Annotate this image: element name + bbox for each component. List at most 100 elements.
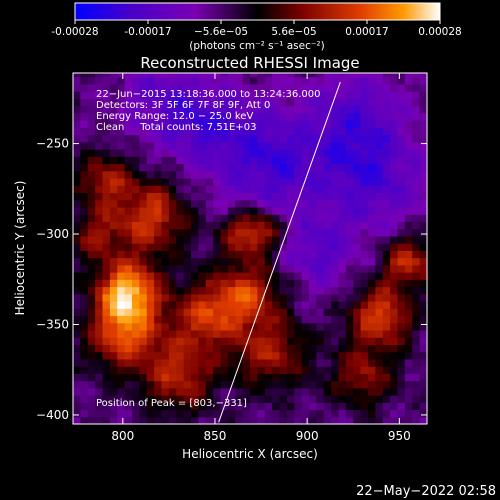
heatmap-cell bbox=[331, 315, 340, 324]
heatmap-cell bbox=[272, 366, 281, 374]
heatmap-cell bbox=[257, 127, 266, 136]
heatmap-cell bbox=[109, 127, 118, 136]
heatmap-cell bbox=[139, 272, 148, 280]
heatmap-cell bbox=[338, 235, 347, 244]
heatmap-cell bbox=[279, 279, 288, 288]
heatmap-cell bbox=[404, 300, 413, 309]
heatmap-cell bbox=[80, 192, 89, 201]
heatmap-cell bbox=[353, 293, 362, 302]
heatmap-cell bbox=[168, 112, 177, 121]
heatmap-cell bbox=[213, 402, 222, 411]
heatmap-cell bbox=[161, 127, 170, 136]
heatmap-cell bbox=[301, 127, 310, 136]
heatmap-cell bbox=[286, 156, 295, 165]
heatmap-cell bbox=[338, 112, 347, 121]
heatmap-cell bbox=[191, 91, 199, 99]
heatmap-cell bbox=[286, 416, 295, 424]
heatmap-cell bbox=[132, 98, 140, 107]
heatmap-cell bbox=[368, 170, 376, 179]
heatmap-cell bbox=[198, 141, 207, 150]
heatmap-cell bbox=[412, 308, 421, 317]
heatmap-cell bbox=[146, 264, 155, 273]
heatmap-cell bbox=[176, 134, 185, 143]
heatmap-cell bbox=[117, 329, 126, 338]
heatmap-cell bbox=[382, 192, 391, 201]
heatmap-cell bbox=[102, 402, 111, 411]
heatmap-cell bbox=[412, 358, 421, 367]
heatmap-cell bbox=[279, 134, 288, 143]
heatmap-cell bbox=[117, 272, 126, 280]
heatmap-cell bbox=[73, 358, 81, 367]
heatmap-cell bbox=[360, 228, 369, 237]
heatmap-cell bbox=[323, 243, 332, 251]
heatmap-cell bbox=[397, 141, 406, 150]
heatmap-cell bbox=[331, 322, 340, 331]
heatmap-cell bbox=[95, 91, 104, 99]
heatmap-cell bbox=[161, 409, 170, 418]
heatmap-cell bbox=[235, 257, 244, 266]
heatmap-cell bbox=[154, 279, 163, 288]
heatmap-cell bbox=[205, 300, 214, 309]
heatmap-cell bbox=[294, 329, 303, 338]
heatmap-cell bbox=[360, 73, 369, 78]
heatmap-cell bbox=[345, 199, 354, 208]
heatmap-cell bbox=[198, 264, 207, 273]
heatmap-cell bbox=[279, 387, 288, 396]
heatmap-cell bbox=[404, 148, 413, 157]
heatmap-cell bbox=[301, 358, 310, 367]
heatmap-cell bbox=[250, 366, 258, 374]
heatmap-cell bbox=[360, 98, 369, 107]
heatmap-cell bbox=[279, 148, 288, 157]
heatmap-cell bbox=[87, 141, 96, 150]
heatmap-cell bbox=[242, 395, 251, 403]
heatmap-cell bbox=[87, 416, 96, 424]
heatmap-cell bbox=[412, 221, 421, 230]
heatmap-cell bbox=[301, 148, 310, 157]
heatmap-cell bbox=[109, 351, 118, 360]
heatmap-cell bbox=[382, 387, 391, 396]
heatmap-cell bbox=[419, 221, 427, 230]
heatmap-cell bbox=[146, 293, 155, 302]
heatmap-cell bbox=[213, 105, 222, 114]
heatmap-cell bbox=[227, 127, 236, 136]
heatmap-cell bbox=[279, 141, 288, 150]
heatmap-cell bbox=[95, 250, 104, 259]
heatmap-cell bbox=[235, 163, 244, 172]
heatmap-cell bbox=[257, 199, 266, 208]
heatmap-cell bbox=[95, 214, 104, 222]
heatmap-cell bbox=[323, 91, 332, 99]
heatmap-cell bbox=[353, 329, 362, 338]
heatmap-cell bbox=[412, 315, 421, 324]
heatmap-cell bbox=[161, 163, 170, 172]
heatmap-cell bbox=[80, 344, 89, 353]
heatmap-cell bbox=[279, 272, 288, 280]
heatmap-cell bbox=[419, 402, 427, 411]
heatmap-cell bbox=[146, 322, 155, 331]
heatmap-cell bbox=[323, 98, 332, 107]
heatmap-cell bbox=[124, 105, 133, 114]
heatmap-cell bbox=[102, 272, 111, 280]
heatmap-cell bbox=[191, 105, 199, 114]
heatmap-cell bbox=[198, 170, 207, 179]
heatmap-cell bbox=[242, 358, 251, 367]
heatmap-cell bbox=[397, 264, 406, 273]
heatmap-cell bbox=[168, 177, 177, 186]
heatmap-cell bbox=[235, 214, 244, 222]
heatmap-cell bbox=[109, 272, 118, 280]
heatmap-cell bbox=[183, 322, 192, 331]
heatmap-cell bbox=[161, 177, 170, 186]
heatmap-cell bbox=[397, 387, 406, 396]
heatmap-cell bbox=[139, 73, 148, 78]
heatmap-cell bbox=[191, 156, 199, 165]
heatmap-cell bbox=[176, 395, 185, 403]
heatmap-cell bbox=[139, 286, 148, 295]
heatmap-cell bbox=[205, 112, 214, 121]
heatmap-cell bbox=[375, 177, 384, 186]
heatmap-cell bbox=[132, 322, 140, 331]
heatmap-cell bbox=[95, 105, 104, 114]
heatmap-cell bbox=[242, 235, 251, 244]
heatmap-cell bbox=[404, 344, 413, 353]
heatmap-cell bbox=[375, 315, 384, 324]
heatmap-cell bbox=[286, 98, 295, 107]
heatmap-cell bbox=[220, 337, 229, 345]
